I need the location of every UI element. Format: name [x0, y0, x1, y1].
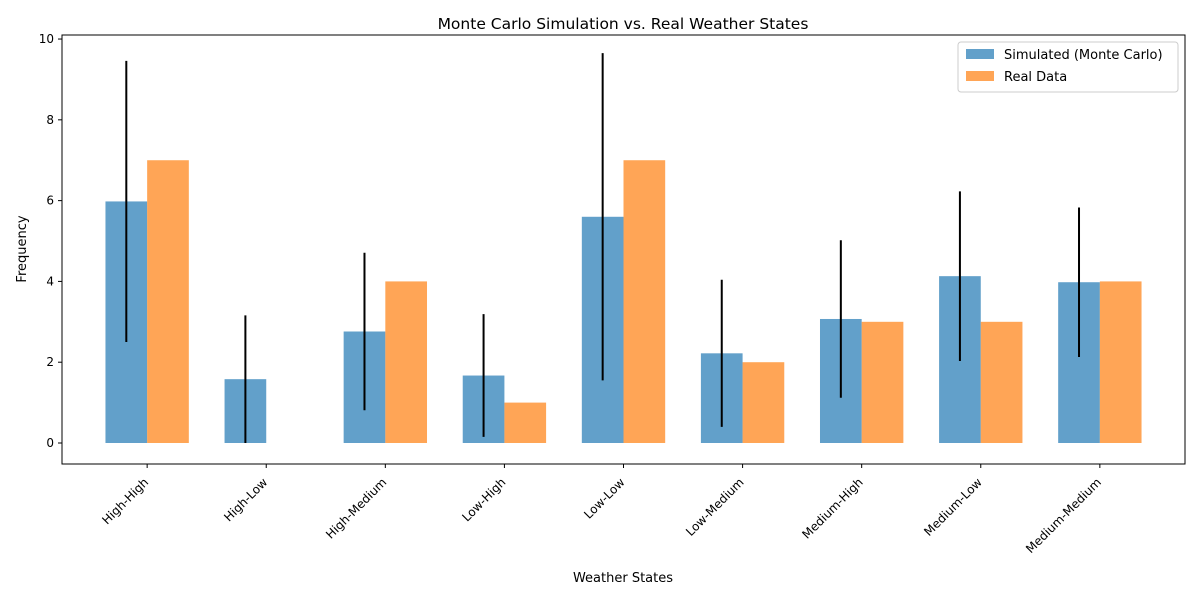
bar-real-high-medium — [385, 281, 428, 443]
x-tick-label: Low-High — [459, 475, 508, 524]
legend-swatch-simulated — [966, 49, 994, 59]
x-tick-label: Low-Low — [581, 475, 628, 522]
y-tick-label: 0 — [46, 436, 54, 450]
bar-real-low-medium — [742, 362, 785, 443]
bars-layer — [105, 160, 1142, 443]
legend: Simulated (Monte Carlo) Real Data — [957, 41, 1179, 93]
y-tick-label: 10 — [39, 32, 54, 46]
bar-real-low-high — [504, 402, 547, 443]
y-tick-label: 6 — [46, 194, 54, 208]
y-tick-label: 4 — [46, 274, 54, 288]
legend-swatch-real — [966, 71, 994, 81]
x-axis: High-High High-Low High-Medium Low-High Low-… — [99, 464, 1104, 556]
x-tick-label: Medium-High — [799, 475, 865, 541]
x-tick-label: High-Low — [221, 475, 270, 524]
y-axis-label: Frequency — [15, 215, 30, 282]
error-bars-layer — [125, 53, 1081, 443]
x-tick-label: Medium-Medium — [1023, 475, 1104, 556]
bar-real-medium-medium — [1099, 281, 1142, 443]
bar-real-low-low — [623, 160, 666, 443]
bar-real-medium-high — [861, 321, 904, 443]
y-tick-label: 2 — [46, 355, 54, 369]
x-tick-label: Medium-Low — [921, 475, 985, 539]
bar-real-medium-low — [980, 321, 1023, 443]
y-tick-label: 8 — [46, 113, 54, 127]
y-axis: 0 2 4 6 8 10 — [39, 32, 62, 450]
x-axis-label: Weather States — [573, 571, 673, 586]
chart-title: Monte Carlo Simulation vs. Real Weather … — [438, 15, 809, 33]
x-tick-label: Low-Medium — [683, 475, 747, 539]
x-tick-label: High-High — [99, 475, 151, 527]
x-tick-label: High-Medium — [323, 475, 389, 541]
legend-frame — [957, 41, 1179, 93]
bar-real-high-high — [147, 160, 189, 443]
legend-label-simulated: Simulated (Monte Carlo) — [1004, 48, 1163, 63]
legend-label-real: Real Data — [1004, 70, 1067, 85]
